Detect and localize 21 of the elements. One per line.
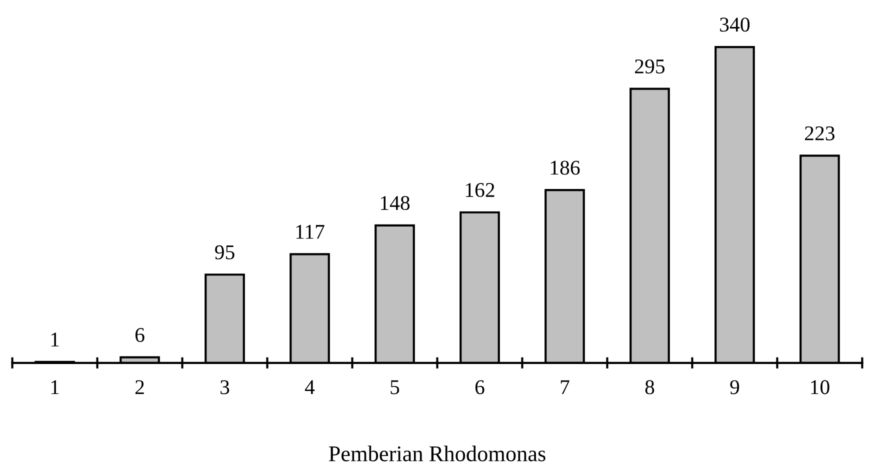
data-label: 1 xyxy=(51,332,59,346)
x-tick-label: 2 xyxy=(135,380,144,394)
data-label: 6 xyxy=(135,328,144,342)
x-tick-label: 6 xyxy=(475,380,484,394)
data-label: 95 xyxy=(215,245,234,260)
x-tick-label: 5 xyxy=(390,380,400,394)
data-label: 223 xyxy=(804,126,835,140)
data-label: 162 xyxy=(466,183,494,198)
data-label: 117 xyxy=(296,224,324,239)
x-tick-label: 3 xyxy=(220,380,230,394)
data-label: 148 xyxy=(380,196,410,210)
x-tick-label: 8 xyxy=(645,380,654,394)
data-label: 295 xyxy=(635,59,665,74)
data-label: 340 xyxy=(720,18,750,32)
data-label: 186 xyxy=(550,160,580,175)
x-tick-label: 9 xyxy=(730,380,740,394)
x-tick-label: 7 xyxy=(560,380,570,394)
x-axis-title: Pemberian Rhodomonas xyxy=(328,446,546,462)
x-tick-label: 10 xyxy=(811,380,830,394)
x-tick-label: 1 xyxy=(51,380,59,394)
x-tick-label: 4 xyxy=(304,380,315,394)
